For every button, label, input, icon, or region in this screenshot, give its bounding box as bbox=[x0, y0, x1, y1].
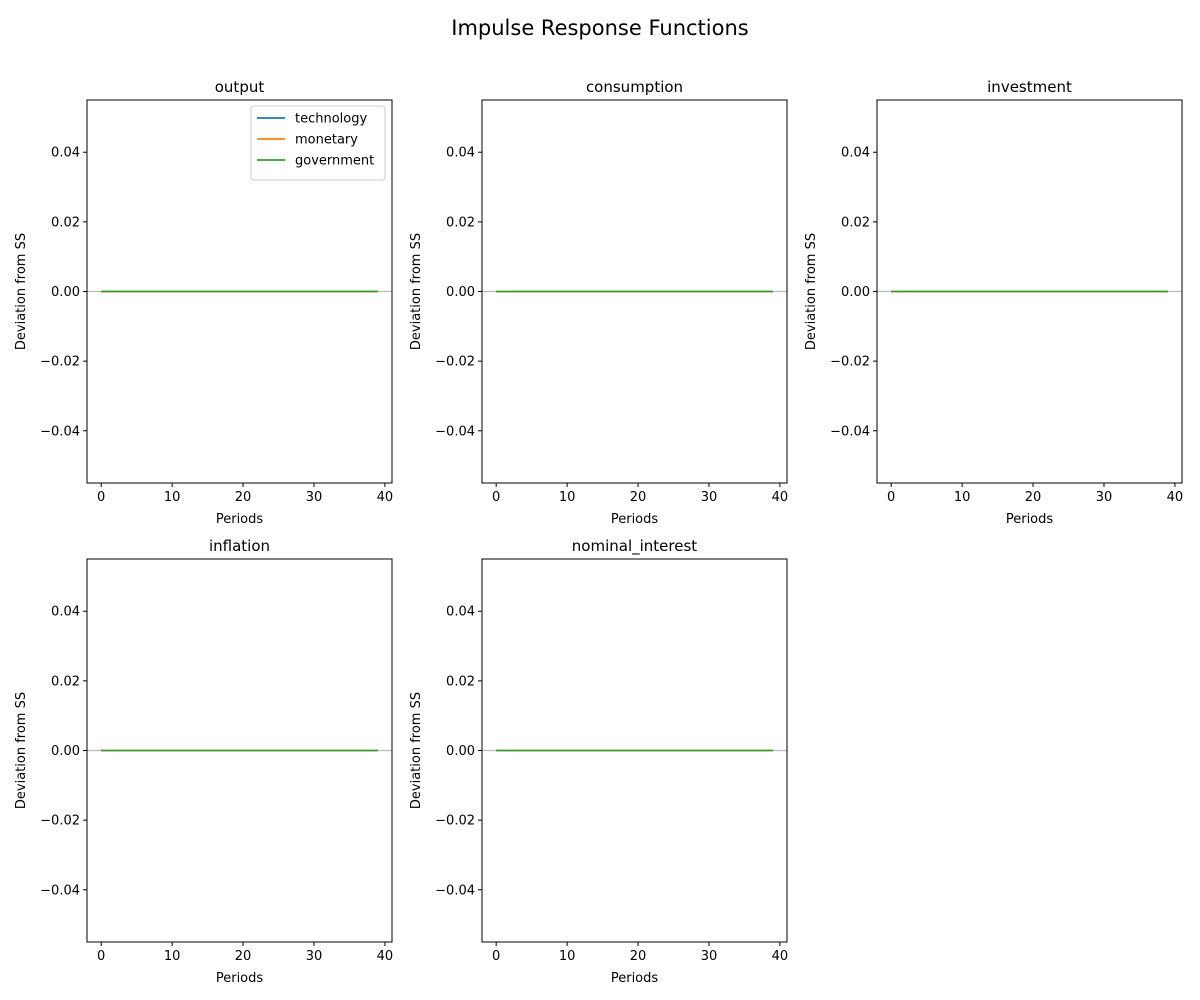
x-axis-label: Periods bbox=[1006, 512, 1054, 527]
y-tick-label: −0.04 bbox=[435, 883, 475, 898]
x-tick-label: 0 bbox=[97, 490, 105, 505]
y-tick-label: 0.00 bbox=[446, 744, 475, 759]
subplot-inflation: inflation 0 10 20 30 40 −0.04 −0.02 0.00 0.02 0.04… bbox=[14, 537, 393, 986]
subplot-investment: investment 0 10 20 30 40 −0.04 −0.02 0.00 0.02 0.0… bbox=[804, 78, 1183, 527]
x-tick-label: 40 bbox=[772, 949, 789, 964]
x-tick-label: 30 bbox=[701, 949, 718, 964]
y-tick-label: −0.02 bbox=[435, 355, 475, 370]
x-tick-label: 0 bbox=[492, 949, 500, 964]
x-tick-label: 10 bbox=[559, 949, 576, 964]
x-tick-label: 0 bbox=[492, 490, 500, 505]
y-tick-label: 0.04 bbox=[841, 146, 870, 161]
x-axis-label: Periods bbox=[216, 512, 264, 527]
subplot-title: nominal_interest bbox=[572, 537, 697, 556]
y-axis-label: Deviation from SS bbox=[14, 233, 29, 350]
subplot-nominal-interest: nominal_interest 0 10 20 30 40 −0.04 −0.02 0.00 0… bbox=[409, 537, 788, 986]
y-tick-label: −0.04 bbox=[830, 424, 870, 439]
y-tick-label: −0.02 bbox=[40, 814, 80, 829]
legend-label-government: government bbox=[295, 154, 374, 169]
x-tick-label: 40 bbox=[377, 490, 394, 505]
subplot-title: consumption bbox=[586, 78, 683, 96]
y-tick-label: 0.02 bbox=[51, 674, 80, 689]
legend: technology monetary government bbox=[250, 105, 386, 181]
y-tick-label: −0.04 bbox=[40, 424, 80, 439]
y-tick-label: −0.02 bbox=[40, 355, 80, 370]
y-tick-label: 0.04 bbox=[51, 605, 80, 620]
x-tick-label: 20 bbox=[1025, 490, 1042, 505]
x-tick-label: 30 bbox=[701, 490, 718, 505]
legend-label-monetary: monetary bbox=[295, 133, 358, 148]
x-tick-label: 30 bbox=[306, 490, 323, 505]
y-tick-label: 0.02 bbox=[51, 215, 80, 230]
subplot-title: inflation bbox=[209, 537, 270, 555]
y-tick-label: −0.04 bbox=[40, 883, 80, 898]
y-tick-label: 0.00 bbox=[51, 285, 80, 300]
y-tick-label: 0.04 bbox=[446, 605, 475, 620]
y-tick-label: 0.02 bbox=[446, 674, 475, 689]
x-tick-label: 0 bbox=[97, 949, 105, 964]
y-tick-label: −0.02 bbox=[830, 355, 870, 370]
y-axis-label: Deviation from SS bbox=[14, 692, 29, 809]
x-tick-label: 10 bbox=[164, 949, 181, 964]
y-tick-label: 0.00 bbox=[51, 744, 80, 759]
y-tick-label: 0.00 bbox=[841, 285, 870, 300]
subplot-output: output 0 10 20 30 40 −0.04 −0.02 0.00 0.02 0.04 Per… bbox=[14, 78, 393, 527]
x-tick-label: 10 bbox=[954, 490, 971, 505]
y-axis-label: Deviation from SS bbox=[409, 233, 424, 350]
y-axis-label: Deviation from SS bbox=[409, 692, 424, 809]
y-tick-label: 0.00 bbox=[446, 285, 475, 300]
x-tick-label: 30 bbox=[1096, 490, 1113, 505]
x-tick-label: 10 bbox=[164, 490, 181, 505]
x-axis-label: Periods bbox=[216, 971, 264, 986]
subplot-title: investment bbox=[987, 78, 1072, 96]
y-axis-label: Deviation from SS bbox=[804, 233, 819, 350]
subplot-title: output bbox=[215, 78, 265, 96]
x-tick-label: 20 bbox=[235, 949, 252, 964]
y-tick-label: 0.02 bbox=[446, 215, 475, 230]
x-tick-label: 20 bbox=[630, 490, 647, 505]
legend-label-technology: technology bbox=[295, 112, 367, 127]
x-tick-label: 40 bbox=[377, 949, 394, 964]
figure-title: Impulse Response Functions bbox=[451, 16, 749, 40]
y-tick-label: 0.04 bbox=[446, 146, 475, 161]
y-tick-label: −0.02 bbox=[435, 814, 475, 829]
x-tick-label: 20 bbox=[235, 490, 252, 505]
x-tick-label: 40 bbox=[1167, 490, 1184, 505]
y-tick-label: 0.02 bbox=[841, 215, 870, 230]
x-axis-label: Periods bbox=[611, 971, 659, 986]
x-tick-label: 0 bbox=[887, 490, 895, 505]
x-tick-label: 10 bbox=[559, 490, 576, 505]
x-tick-label: 30 bbox=[306, 949, 323, 964]
x-tick-label: 40 bbox=[772, 490, 789, 505]
y-tick-label: 0.04 bbox=[51, 146, 80, 161]
legend-box bbox=[250, 105, 386, 181]
subplot-consumption: consumption 0 10 20 30 40 −0.04 −0.02 0.00 0.02 0.… bbox=[409, 78, 788, 527]
x-tick-label: 20 bbox=[630, 949, 647, 964]
x-axis-label: Periods bbox=[611, 512, 659, 527]
y-tick-label: −0.04 bbox=[435, 424, 475, 439]
